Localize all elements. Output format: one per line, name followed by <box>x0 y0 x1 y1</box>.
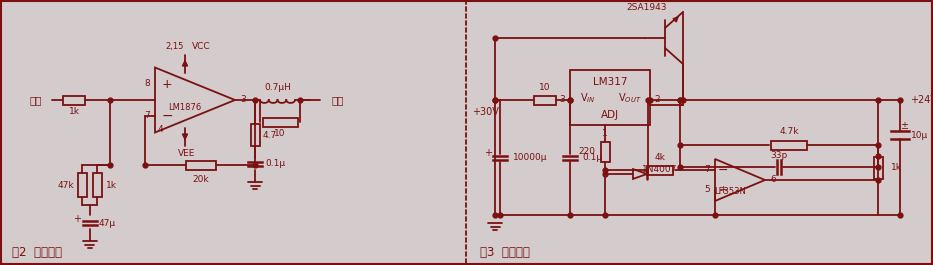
Text: +24V: +24V <box>910 95 933 105</box>
Text: 2: 2 <box>654 95 660 104</box>
Text: 3: 3 <box>559 95 564 104</box>
Bar <box>570 70 650 125</box>
Bar <box>873 157 883 179</box>
Bar <box>63 95 85 104</box>
Text: LM1876: LM1876 <box>168 104 202 113</box>
Text: 0.1μ: 0.1μ <box>582 153 602 162</box>
Text: 1k: 1k <box>68 108 79 117</box>
Bar <box>647 166 673 174</box>
Text: 7: 7 <box>704 166 710 174</box>
Bar <box>186 161 216 170</box>
Text: 10: 10 <box>274 130 285 139</box>
Text: 输入: 输入 <box>30 95 43 105</box>
Text: 1k: 1k <box>890 164 901 173</box>
Text: +: + <box>484 148 492 158</box>
Bar <box>92 173 102 197</box>
Text: 47μ: 47μ <box>99 219 116 227</box>
Text: +: + <box>74 214 81 224</box>
Text: +30V: +30V <box>471 107 498 117</box>
Text: 0.1μ: 0.1μ <box>265 160 285 169</box>
Polygon shape <box>715 159 765 201</box>
Bar <box>250 124 259 146</box>
Text: 1k: 1k <box>105 180 117 189</box>
Text: 2SA1943: 2SA1943 <box>627 3 667 12</box>
Polygon shape <box>633 169 647 179</box>
Text: 1N4007: 1N4007 <box>642 166 677 174</box>
Text: 3: 3 <box>240 95 246 104</box>
Text: V$_{IN}$: V$_{IN}$ <box>580 91 596 105</box>
Text: LM317: LM317 <box>592 77 627 87</box>
Text: −: − <box>717 164 729 176</box>
Text: −: − <box>161 109 173 123</box>
Text: V$_{OUT}$: V$_{OUT}$ <box>619 91 642 105</box>
Text: 输出: 输出 <box>332 95 344 105</box>
Text: 4.7k: 4.7k <box>779 127 799 136</box>
Text: 220: 220 <box>578 148 595 157</box>
Text: 4.7: 4.7 <box>263 130 277 139</box>
Text: 20k: 20k <box>193 174 209 183</box>
Text: +: + <box>161 77 173 91</box>
Bar <box>77 173 87 197</box>
Text: 1: 1 <box>602 129 608 138</box>
Polygon shape <box>155 68 235 132</box>
Text: 10: 10 <box>539 82 550 91</box>
Text: ADJ: ADJ <box>601 110 620 120</box>
Text: 0.7μH: 0.7μH <box>264 83 291 92</box>
Text: 4: 4 <box>157 126 163 135</box>
Text: 47k: 47k <box>58 180 75 189</box>
Text: 4k: 4k <box>655 152 665 161</box>
Text: ±: ± <box>900 121 908 131</box>
Text: 7: 7 <box>144 112 150 121</box>
Text: 10μ: 10μ <box>912 130 928 139</box>
Text: 2,15: 2,15 <box>166 42 184 51</box>
Bar <box>534 95 556 104</box>
Text: 6: 6 <box>770 175 776 184</box>
Bar <box>262 117 298 126</box>
Text: +: + <box>718 185 728 195</box>
Text: 图3  电源电路: 图3 电源电路 <box>480 245 530 258</box>
Text: 33p: 33p <box>771 151 787 160</box>
Text: 10000μ: 10000μ <box>513 153 548 162</box>
Text: VCC: VCC <box>191 42 210 51</box>
Text: VEE: VEE <box>178 149 196 158</box>
Bar <box>771 140 807 149</box>
Text: LF353N: LF353N <box>714 188 746 197</box>
Text: 图2  功放电路: 图2 功放电路 <box>12 245 62 258</box>
Bar <box>601 142 609 162</box>
Text: 5: 5 <box>704 186 710 195</box>
Text: 8: 8 <box>144 80 150 89</box>
